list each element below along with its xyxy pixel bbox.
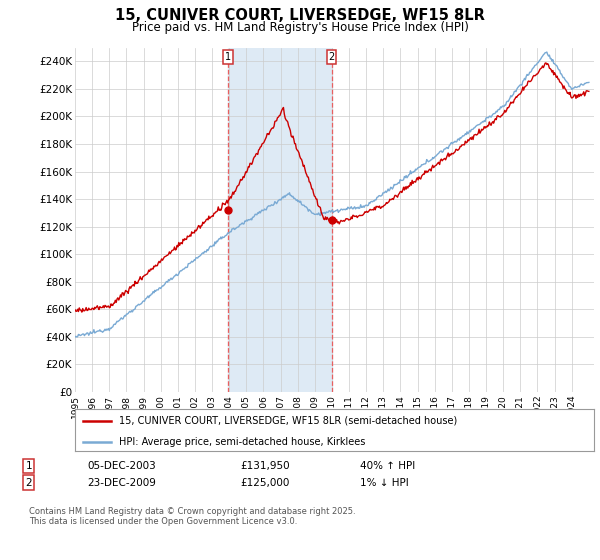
Text: 15, CUNIVER COURT, LIVERSEDGE, WF15 8LR: 15, CUNIVER COURT, LIVERSEDGE, WF15 8LR: [115, 8, 485, 24]
Text: Price paid vs. HM Land Registry's House Price Index (HPI): Price paid vs. HM Land Registry's House …: [131, 21, 469, 34]
Text: 2: 2: [25, 478, 32, 488]
Text: 1% ↓ HPI: 1% ↓ HPI: [360, 478, 409, 488]
Text: £125,000: £125,000: [240, 478, 289, 488]
Text: Contains HM Land Registry data © Crown copyright and database right 2025.
This d: Contains HM Land Registry data © Crown c…: [29, 507, 355, 526]
Text: 1: 1: [25, 461, 32, 471]
Text: 23-DEC-2009: 23-DEC-2009: [87, 478, 156, 488]
Text: HPI: Average price, semi-detached house, Kirklees: HPI: Average price, semi-detached house,…: [119, 437, 365, 446]
Text: 15, CUNIVER COURT, LIVERSEDGE, WF15 8LR (semi-detached house): 15, CUNIVER COURT, LIVERSEDGE, WF15 8LR …: [119, 416, 457, 426]
Text: 40% ↑ HPI: 40% ↑ HPI: [360, 461, 415, 471]
Bar: [228, 48, 332, 392]
Text: 2: 2: [328, 52, 335, 62]
Text: £131,950: £131,950: [240, 461, 290, 471]
Text: 1: 1: [225, 52, 231, 62]
Text: 05-DEC-2003: 05-DEC-2003: [87, 461, 156, 471]
